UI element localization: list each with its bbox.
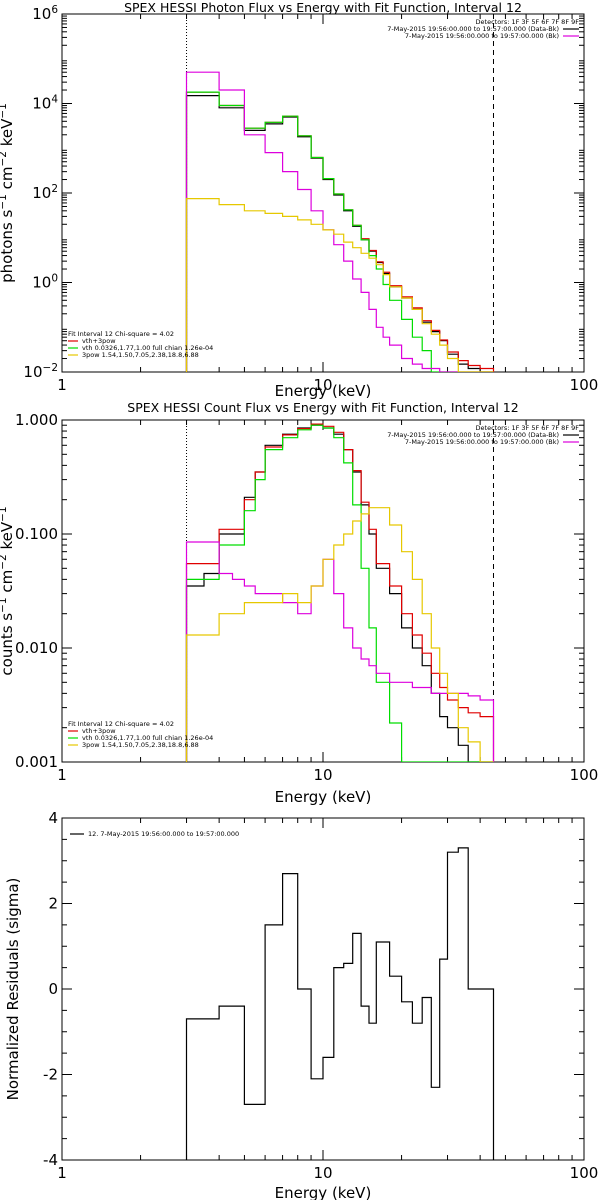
legend-residual-entry: 12. 7-May-2015 19:56:00.000 to 19:57:00.… <box>88 830 239 838</box>
legend-top-entry: 7-May-2015 19:56:00.000 to 19:57:00.000 … <box>405 438 559 446</box>
legend-fit-entry: vth+3pow <box>82 337 116 345</box>
y-tick-label: 4 <box>48 809 58 827</box>
y-axis-label: Normalized Residuals (sigma) <box>4 878 22 1101</box>
y-tick-label: -4 <box>43 1151 58 1169</box>
legend-top-entry: 7-May-2015 19:56:00.000 to 19:57:00.000 … <box>387 431 559 439</box>
legend-top-entry: 7-May-2015 19:56:00.000 to 19:57:00.000 … <box>405 32 559 40</box>
y-axis-label: photons s−1 cm−2 keV−1 <box>0 103 16 283</box>
plot-frame <box>61 817 585 1161</box>
x-axis-label: Energy (keV) <box>275 788 372 806</box>
series-line-black <box>185 847 495 1160</box>
y-tick-label: -2 <box>43 1066 58 1084</box>
series-line-magenta <box>185 71 494 372</box>
x-tick-label: 100 <box>570 766 599 784</box>
y-tick-label: 0.010 <box>15 639 58 657</box>
series-line-green <box>185 424 494 762</box>
y-tick-label: 106 <box>32 4 58 23</box>
chart-panel-2: SPEX HESSI Count Flux vs Energy with Fit… <box>0 400 598 806</box>
plot-area <box>185 847 495 1160</box>
legend-fit-entry: vth+3pow <box>82 727 116 735</box>
x-tick-label: 100 <box>570 376 599 394</box>
series-line-red <box>185 91 495 372</box>
legend-fit-entry: vth 0.0326,1.77,1.00 full chian 1.26e-04 <box>82 344 213 352</box>
legend-top-entry: Detectors: 1F 3F 5F 6F 7F 8F 9F <box>476 424 580 432</box>
legend-fit-entry: vth 0.0326,1.77,1.00 full chian 1.26e-04 <box>82 734 213 742</box>
series-line-magenta <box>185 541 495 762</box>
chart-panel-3: 1 10 100 -4 -2 0 2 4 Energy (keV) Normalized Resi… <box>4 809 598 1200</box>
x-tick-label: 100 <box>570 1164 599 1182</box>
x-axis-label: Energy (keV) <box>275 382 372 400</box>
y-tick-label: 2 <box>48 895 58 913</box>
series-line-yellow <box>185 198 494 372</box>
y-tick-label: 1.000 <box>15 411 58 429</box>
plot-area <box>185 71 495 372</box>
series-line-green <box>185 91 494 372</box>
chart-title: SPEX HESSI Count Flux vs Energy with Fit… <box>127 400 518 415</box>
legend-fit-entry: Fit Interval 12 Chi-square = 4.02 <box>68 330 174 338</box>
series-line-yellow <box>185 507 494 762</box>
legend-fit-entry: 3pow 1.54,1.50,7.05,2.38,18.8,6.88 <box>82 351 199 359</box>
legend-fit-entry: 3pow 1.54,1.50,7.05,2.38,18.8,6.88 <box>82 741 199 749</box>
legend-fit-entry: Fit Interval 12 Chi-square = 4.02 <box>68 720 174 728</box>
y-tick-label: 10−2 <box>23 362 58 381</box>
x-tick-label: 1 <box>57 376 67 394</box>
plot-area <box>185 423 495 762</box>
x-tick-label: 1 <box>57 766 67 784</box>
legend-top-entry: 7-May-2015 19:56:00.000 to 19:57:00.000 … <box>387 25 559 33</box>
chart-title: SPEX HESSI Photon Flux vs Energy with Fi… <box>124 0 522 15</box>
legend-top-entry: Detectors: 1F 3F 5F 6F 7F 8F 9F <box>476 18 580 26</box>
y-tick-label: 0.100 <box>15 525 58 543</box>
x-tick-label: 10 <box>313 376 332 394</box>
plot-frame <box>61 419 585 763</box>
y-tick-label: 104 <box>32 94 58 113</box>
x-tick-label: 10 <box>313 1164 332 1182</box>
chart-panel-1: SPEX HESSI Photon Flux vs Energy with Fi… <box>0 0 598 400</box>
y-tick-label: 102 <box>32 183 58 202</box>
x-axis-label: Energy (keV) <box>275 1184 372 1200</box>
x-tick-label: 1 <box>57 1164 67 1182</box>
y-tick-label: 100 <box>32 273 58 292</box>
plot-frame <box>61 13 585 373</box>
x-tick-label: 10 <box>313 766 332 784</box>
y-axis-label: counts s−1 cm−2 keV−1 <box>0 506 16 675</box>
y-tick-label: 0 <box>48 980 58 998</box>
y-tick-label: 0.001 <box>15 753 58 771</box>
